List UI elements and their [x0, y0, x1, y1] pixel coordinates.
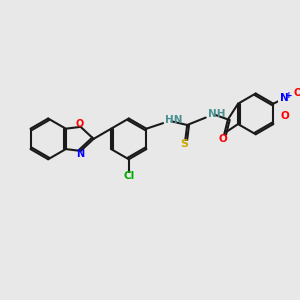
Text: +: + — [285, 91, 293, 100]
Text: N: N — [76, 149, 84, 159]
Text: N: N — [280, 93, 289, 103]
Text: HN: HN — [165, 116, 182, 125]
Text: NH: NH — [208, 109, 225, 119]
Text: O: O — [293, 88, 300, 98]
Text: O: O — [219, 134, 228, 144]
Text: O: O — [280, 111, 289, 121]
Text: S: S — [180, 140, 188, 149]
Text: O: O — [76, 119, 84, 129]
Text: Cl: Cl — [123, 171, 134, 181]
